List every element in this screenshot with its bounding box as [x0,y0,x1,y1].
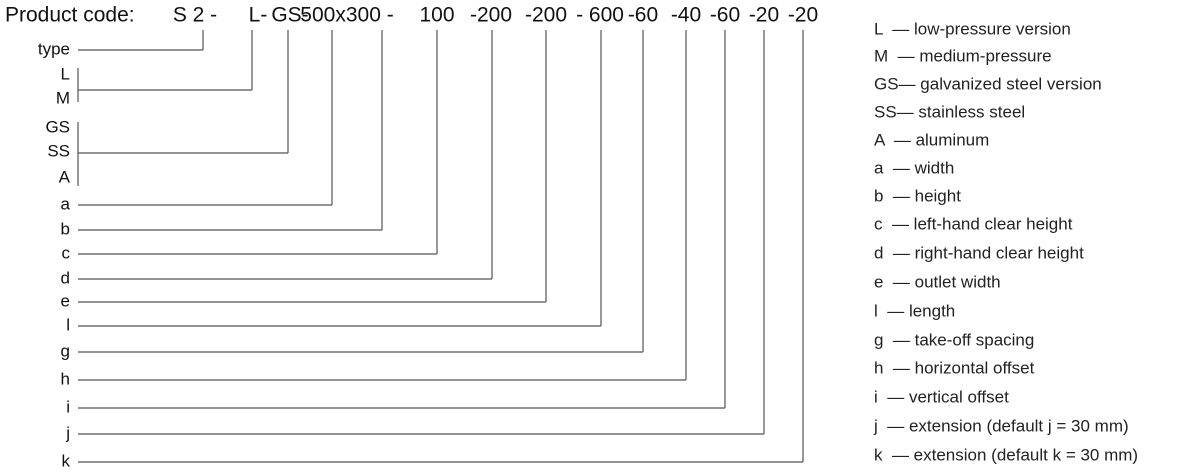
code-segment: -20 [749,4,779,27]
code-segment: -200 [470,4,512,27]
field-label: h [61,369,70,388]
field-label: j [65,423,70,442]
field-label: GS [45,117,70,136]
legend-entry: a — width [874,158,954,177]
code-segment: -200 [525,4,567,27]
field-label: i [66,397,70,416]
field-label: d [61,268,70,287]
field-label: L [61,64,70,83]
legend-entry: k — extension (default k = 30 mm) [874,445,1138,464]
legend-entry: d — right-hand clear height [874,243,1084,262]
code-segment: 500x300 - [300,4,393,27]
field-label: b [61,219,70,238]
legend-entry: SS— stainless steel [874,102,1025,121]
legend-entry: c — left-hand clear height [874,214,1073,233]
legend-entry: j — extension (default j = 30 mm) [873,416,1129,435]
code-segment: -60 [710,4,740,27]
field-label: k [62,451,71,470]
code-segment: L- [249,4,268,27]
code-segment: GS- [271,4,308,27]
legend-entry: i — vertical offset [874,387,1009,406]
legend-entry: A — aluminum [874,130,989,149]
legend-entry: e — outlet width [874,272,1001,291]
code-segment: -60 [628,4,658,27]
code-segment: -20 [788,4,818,27]
legend-entry: L — low-pressure version [874,19,1071,38]
field-label: A [59,167,71,186]
field-label: e [61,291,70,310]
field-label: type [38,39,70,58]
code-label: Product code: [5,4,135,27]
code-segment: -40 [671,4,701,27]
legend-entry: M — medium-pressure [874,46,1052,65]
field-label: a [61,194,71,213]
legend-entry: l — length [874,301,955,320]
legend-entry: b — height [874,186,961,205]
field-label: M [56,88,70,107]
field-label: SS [47,141,70,160]
field-label: g [61,341,70,360]
legend-entry: h — horizontal offset [874,358,1035,377]
field-label: c [62,243,71,262]
code-segment: 100 [419,4,454,27]
code-segment: - 600 [576,4,624,27]
legend-entry: GS— galvanized steel version [874,74,1102,93]
field-label: l [66,315,70,334]
legend-entry: g — take-off spacing [874,330,1034,349]
code-segment: S 2 - [173,4,217,27]
